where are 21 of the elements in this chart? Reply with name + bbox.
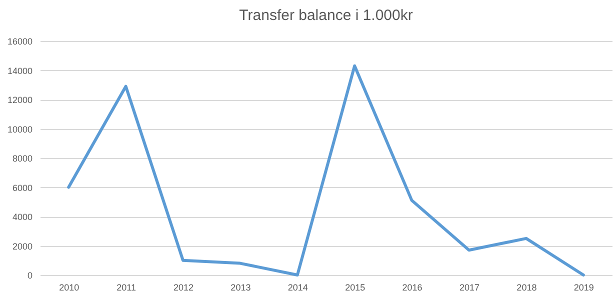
chart-title: Transfer balance i 1.000kr — [239, 7, 413, 24]
y-tick-label: 16000 — [7, 36, 32, 46]
line-series — [67, 64, 585, 276]
y-tick-label: 4000 — [12, 212, 32, 222]
x-tick-label: 2011 — [116, 282, 136, 292]
x-tick-label: 2018 — [516, 282, 537, 292]
y-tick-label: 2000 — [12, 241, 32, 252]
y-tick-label: 6000 — [12, 182, 32, 193]
y-tick-label: 8000 — [12, 154, 32, 164]
x-tick-label: 2017 — [459, 282, 480, 292]
x-tick-label: 2014 — [288, 282, 308, 292]
x-tick-label: 2019 — [574, 282, 594, 292]
x-tick-label: 2015 — [345, 282, 366, 292]
y-tick-label: 14000 — [7, 66, 32, 76]
x-tick-label: 2010 — [59, 282, 80, 292]
x-tick-label: 2016 — [402, 282, 422, 292]
x-tick-label: 2013 — [230, 282, 251, 292]
y-tick-label: 12000 — [7, 95, 32, 105]
x-tick-label: 2012 — [173, 282, 194, 292]
y-tick-label: 10000 — [7, 124, 32, 134]
y-tick-label: 0 — [27, 270, 32, 280]
